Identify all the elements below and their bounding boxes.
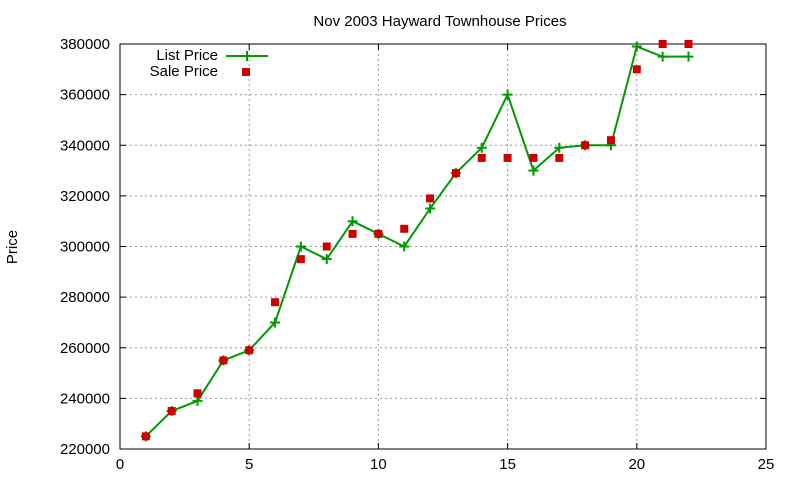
y-ticks: 220000 240000 260000 280000 300000 320000 3400… [60,36,766,458]
x-tick-label: 20 [628,456,645,473]
data-point-list-price [321,254,332,265]
data-point-list-price [270,317,281,328]
series-list-price [140,41,694,442]
data-point-sale-price [219,356,228,365]
y-tick-label: 300000 [60,239,110,256]
x-tick-label: 10 [370,456,387,473]
data-point-list-price [399,241,410,252]
data-point-list-price [476,142,487,153]
data-point-list-price [631,41,642,52]
data-point-sale-price [581,141,590,150]
y-tick-label: 360000 [60,87,110,104]
data-point-sale-price [684,40,693,48]
y-tick-label: 260000 [60,340,110,357]
legend-label-sale-price: Sale Price [150,63,218,80]
x-tick-label: 5 [245,456,253,473]
data-point-sale-price [632,65,641,74]
data-point-sale-price [374,229,383,238]
data-point-list-price [657,51,668,62]
y-tick-label: 380000 [60,36,110,53]
x-ticks: 0 5 10 15 20 25 [116,44,775,473]
data-point-list-price [192,395,203,406]
data-point-sale-price [271,298,280,307]
data-point-list-price [528,165,539,176]
legend: List Price Sale Price [150,47,268,80]
data-point-sale-price [477,153,486,162]
data-point-sale-price [167,407,176,416]
data-point-sale-price [245,346,254,355]
data-point-sale-price [296,255,305,264]
legend-marker-sale-price [242,68,250,76]
y-tick-label: 320000 [60,188,110,205]
data-point-sale-price [503,153,512,162]
data-point-sale-price [451,169,460,178]
y-tick-label: 340000 [60,137,110,154]
legend-marker-list-price [242,51,252,61]
series-sale-price [141,40,693,441]
grid [120,44,766,449]
data-point-sale-price [426,194,435,203]
y-tick-label: 240000 [60,390,110,407]
data-point-list-price [425,203,436,214]
x-tick-label: 15 [499,456,516,473]
y-tick-label: 280000 [60,289,110,306]
series-line-list-price [145,45,689,438]
data-point-sale-price [606,136,615,145]
data-point-sale-price [529,153,538,162]
data-point-sale-price [322,242,331,251]
data-point-sale-price [555,153,564,162]
chart-title: Nov 2003 Hayward Townhouse Prices [313,13,566,30]
data-point-list-price [554,142,565,153]
data-point-sale-price [193,389,202,398]
data-point-sale-price [348,229,357,238]
data-point-list-price [295,241,306,252]
data-point-list-price [683,51,694,62]
legend-label-list-price: List Price [156,47,218,64]
data-point-sale-price [400,224,409,233]
x-tick-label: 0 [116,456,124,473]
data-point-sale-price [141,432,150,441]
x-tick-label: 25 [758,456,775,473]
data-point-list-price [347,216,358,227]
y-axis-label: Price [4,230,21,264]
y-tick-label: 220000 [60,441,110,458]
data-point-sale-price [658,40,667,48]
data-point-list-price [502,89,513,100]
